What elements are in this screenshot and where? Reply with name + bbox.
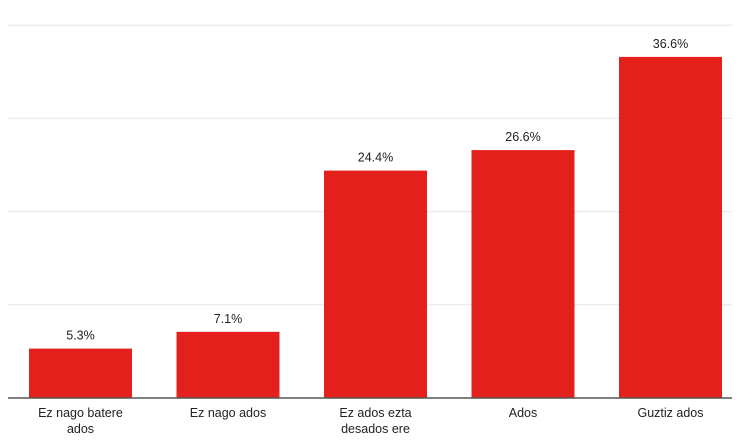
x-tick-label-line: Ados xyxy=(509,406,538,420)
value-label-3: 24.4% xyxy=(358,151,393,165)
x-tick-label-5: Guztiz ados xyxy=(637,406,703,420)
x-tick-label-4: Ados xyxy=(509,406,538,420)
value-label-4: 26.6% xyxy=(505,130,540,144)
x-tick-labels: Ez nago batere ados Ez nago ados Ez ados ez… xyxy=(38,406,703,436)
x-tick-label-line: ados xyxy=(67,422,94,436)
value-label-2: 7.1% xyxy=(214,312,243,326)
bar-1 xyxy=(29,349,132,398)
x-tick-label-2: Ez nago ados xyxy=(190,406,266,420)
x-tick-label-1: Ez nago batere ados xyxy=(38,406,123,436)
x-tick-label-line: Guztiz ados xyxy=(637,406,703,420)
x-tick-label-line: Ez nago ados xyxy=(190,406,266,420)
bar-5 xyxy=(619,57,722,398)
x-tick-label-line: Ez nago batere xyxy=(38,406,123,420)
x-tick-label-line: desados ere xyxy=(341,422,410,436)
x-tick-label-line: Ez ados ezta xyxy=(339,406,411,420)
bar-3 xyxy=(324,171,427,398)
value-label-1: 5.3% xyxy=(66,329,95,343)
bars xyxy=(29,57,722,398)
x-tick-label-3: Ez ados ezta desados ere xyxy=(339,406,411,436)
value-label-5: 36.6% xyxy=(653,37,688,51)
bar-2 xyxy=(177,332,280,398)
bar-4 xyxy=(472,150,575,398)
